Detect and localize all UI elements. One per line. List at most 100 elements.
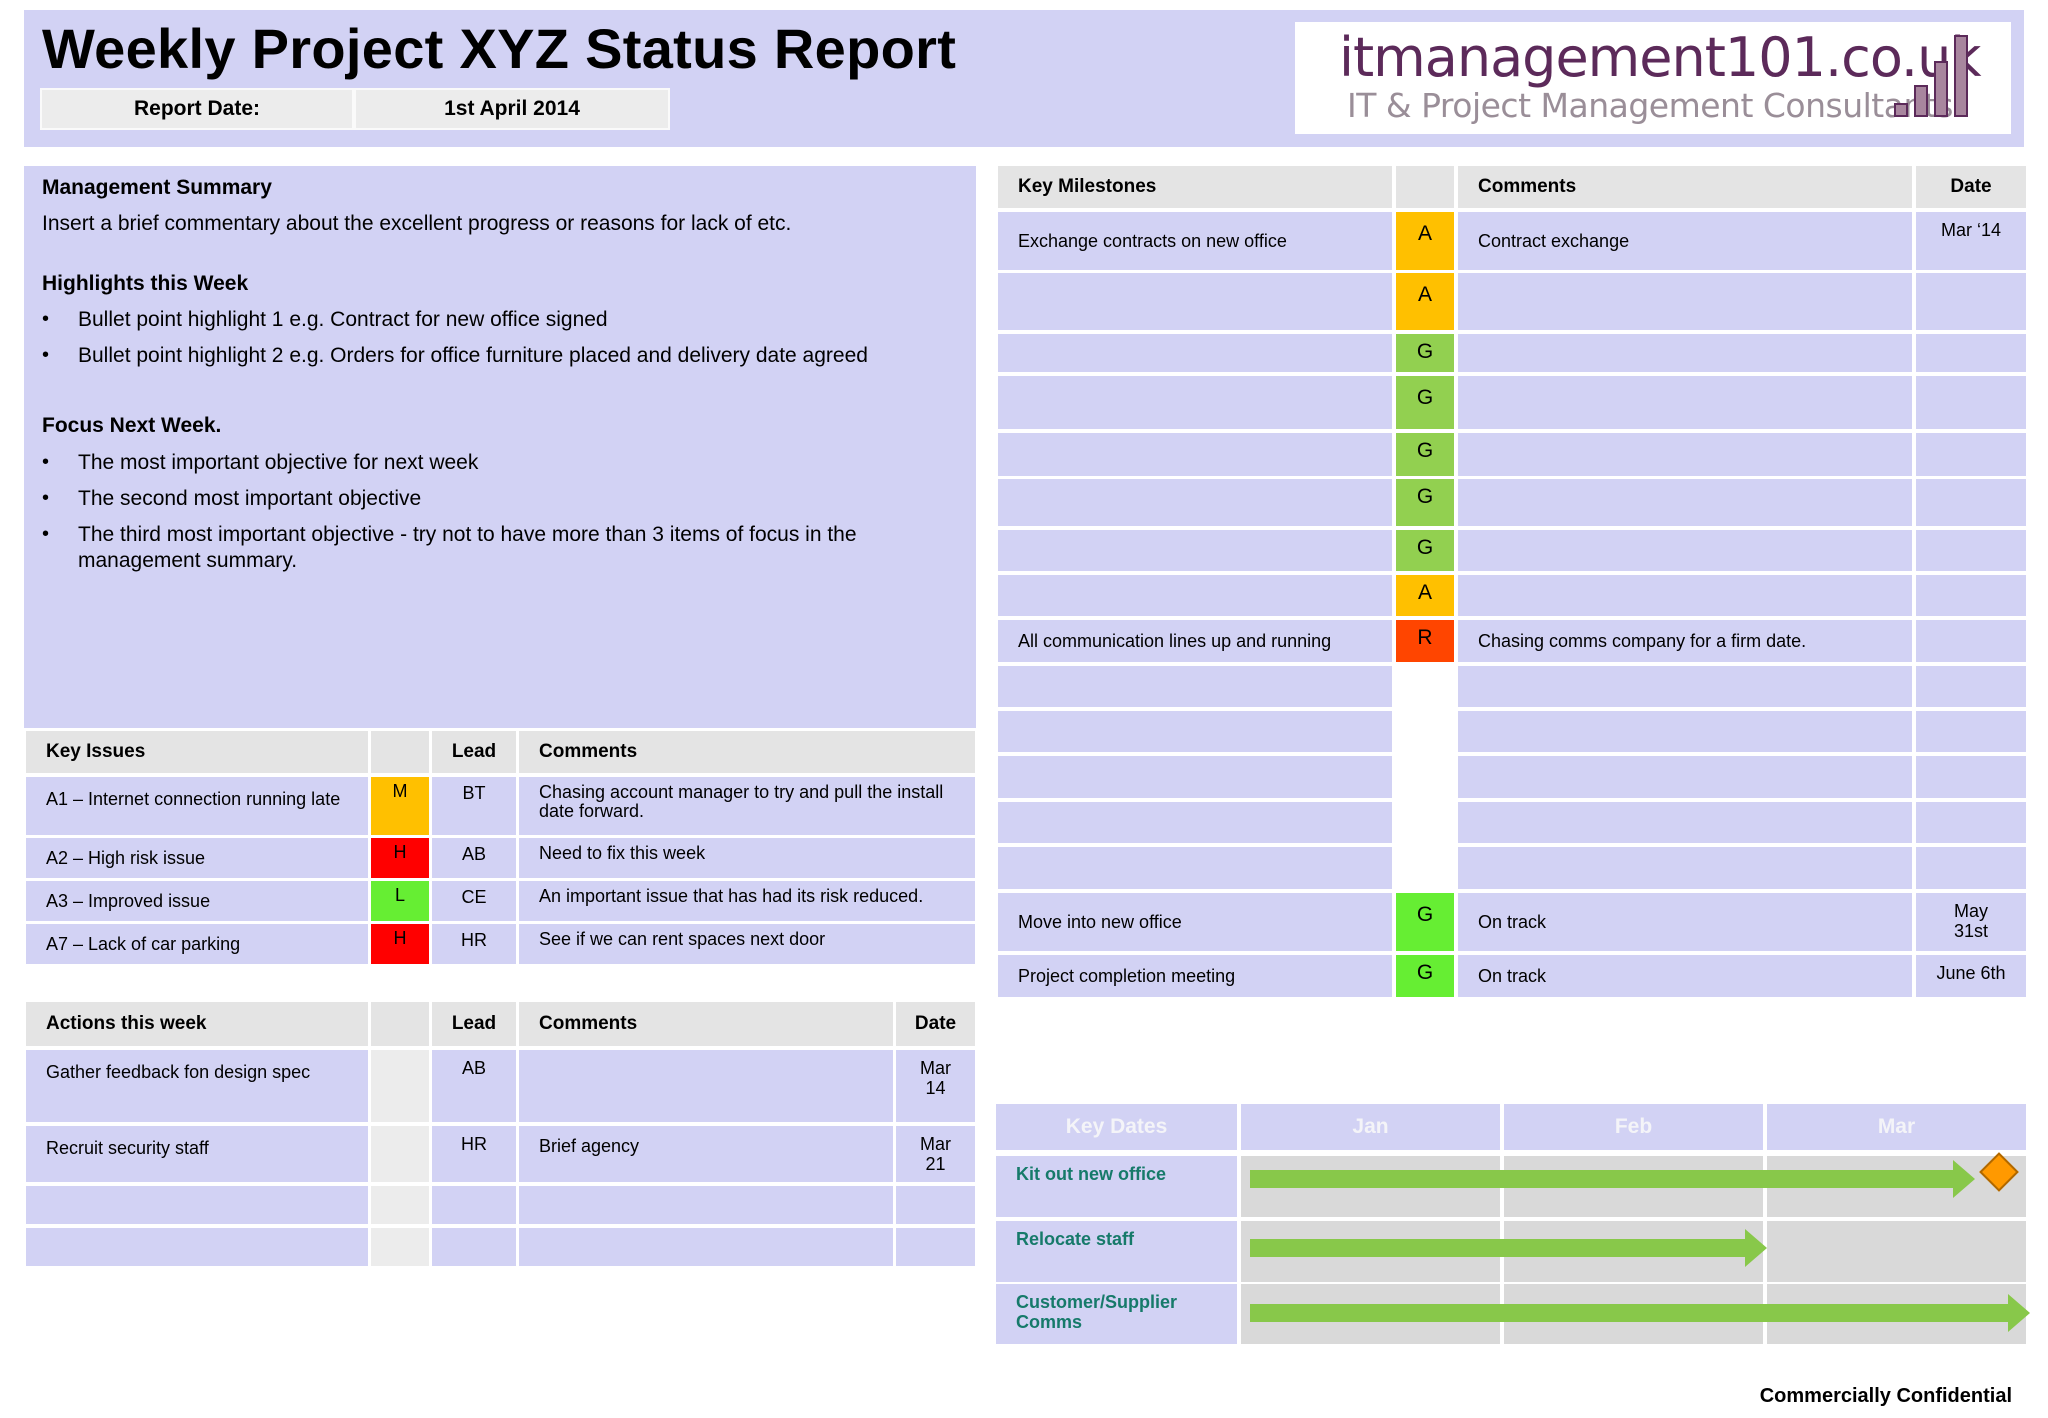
milestone-date-cell [1916, 376, 2026, 429]
focus-heading: Focus Next Week. [42, 414, 222, 437]
milestone-comments-cell: On track [1458, 893, 1912, 951]
report-date-label: Report Date: [40, 88, 354, 130]
action-date-cell: Mar 21 [896, 1126, 975, 1182]
milestone-comments-cell [1458, 479, 1912, 526]
action-date-cell [896, 1186, 975, 1224]
issue-lead-cell: HR [432, 924, 516, 964]
milestones-date-header: Date [1916, 166, 2026, 208]
milestone-rag-cell: G [1396, 955, 1454, 997]
action-date-cell [896, 1228, 975, 1266]
actions-date-header: Date [896, 1002, 975, 1046]
milestone-date-cell [1916, 620, 2026, 662]
milestones-rag-header [1396, 166, 1454, 208]
gantt-arrow-head [1745, 1229, 1767, 1267]
milestone-comments-cell [1458, 334, 1912, 372]
action-cell [26, 1228, 368, 1266]
bullet-icon: • [42, 308, 50, 330]
action-lead-cell [432, 1186, 516, 1224]
milestone-date-cell [1916, 847, 2026, 889]
report-date-value: 1st April 2014 [354, 88, 670, 130]
actions-blank-header [371, 1002, 429, 1046]
key-issues-header: Key Issues [26, 731, 368, 773]
milestone-date-cell [1916, 575, 2026, 616]
milestones-header: Key Milestones [998, 166, 1392, 208]
action-blank-cell [371, 1126, 429, 1182]
issue-comments-cell: Chasing account manager to try and pull … [519, 777, 975, 835]
page-title: Weekly Project XYZ Status Report [42, 17, 957, 80]
gantt-arrow-head [2008, 1294, 2030, 1332]
gantt-bar [1250, 1304, 2008, 1322]
issue-rag-cell: H [371, 924, 429, 964]
bullet-icon: • [42, 523, 50, 545]
key-date-label: Kit out new office [996, 1156, 1237, 1217]
highlights-heading: Highlights this Week [42, 272, 249, 295]
milestone-rag-cell: G [1396, 433, 1454, 476]
key-dates-header-cell: Mar [1767, 1104, 2026, 1150]
milestone-rag-cell [1396, 802, 1454, 843]
issue-lead-cell: BT [432, 777, 516, 835]
milestone-comments-cell: Chasing comms company for a firm date. [1458, 620, 1912, 662]
milestone-cell: Project completion meeting [998, 955, 1392, 997]
milestone-date-cell [1916, 666, 2026, 707]
action-comments-cell [519, 1050, 893, 1122]
issue-cell: A2 – High risk issue [26, 838, 368, 878]
milestone-comments-cell [1458, 847, 1912, 889]
key-date-label: Customer/Supplier Comms [996, 1284, 1237, 1344]
milestone-date-cell [1916, 711, 2026, 752]
issue-comments-cell: Need to fix this week [519, 838, 975, 878]
action-cell: Gather feedback fon design spec [26, 1050, 368, 1122]
milestone-rag-cell [1396, 756, 1454, 798]
milestone-comments-cell [1458, 376, 1912, 429]
milestone-date-cell [1916, 273, 2026, 330]
action-cell: Recruit security staff [26, 1126, 368, 1182]
milestone-date-cell [1916, 479, 2026, 526]
issue-lead-cell: AB [432, 838, 516, 878]
summary-heading: Management Summary [42, 176, 272, 199]
action-comments-cell: Brief agency [519, 1126, 893, 1182]
milestone-date-cell: June 6th [1916, 955, 2026, 997]
milestone-comments-cell: Contract exchange [1458, 212, 1912, 270]
actions-lead-header: Lead [432, 1002, 516, 1046]
key-dates-header-cell: Jan [1241, 1104, 1500, 1150]
milestone-rag-cell [1396, 847, 1454, 889]
focus-item: The third most important objective - try… [78, 523, 857, 572]
action-lead-cell: HR [432, 1126, 516, 1182]
milestone-cell: Move into new office [998, 893, 1392, 951]
summary-text: Insert a brief commentary about the exce… [42, 212, 792, 235]
milestone-rag-cell: G [1396, 376, 1454, 429]
milestone-cell [998, 666, 1392, 707]
milestone-rag-cell [1396, 666, 1454, 707]
milestone-rag-cell: R [1396, 620, 1454, 662]
milestone-comments-cell [1458, 711, 1912, 752]
milestone-cell [998, 273, 1392, 330]
issue-rag-cell: L [371, 881, 429, 921]
milestone-cell [998, 711, 1392, 752]
key-issues-rag-header [371, 731, 429, 773]
milestone-date-cell [1916, 334, 2026, 372]
milestone-cell [998, 802, 1392, 843]
milestone-rag-cell: G [1396, 479, 1454, 526]
gantt-bar [1250, 1170, 1953, 1188]
issue-lead-cell: CE [432, 881, 516, 921]
milestone-cell: Exchange contracts on new office [998, 212, 1392, 270]
milestone-date-cell: Mar ‘14 [1916, 212, 2026, 270]
key-date-label: Relocate staff [996, 1221, 1237, 1282]
bullet-icon: • [42, 487, 50, 509]
focus-item: The most important objective for next we… [78, 451, 479, 474]
milestone-date-cell [1916, 756, 2026, 798]
milestone-comments-cell [1458, 802, 1912, 843]
key-date-grid-cell [1767, 1221, 2026, 1282]
issue-rag-cell: H [371, 838, 429, 878]
action-blank-cell [371, 1228, 429, 1266]
issue-cell: A3 – Improved issue [26, 881, 368, 921]
issue-comments-cell: See if we can rent spaces next door [519, 924, 975, 964]
milestones-comments-header: Comments [1458, 166, 1912, 208]
bar-chart-icon [1894, 35, 1968, 117]
milestone-rag-cell: G [1396, 334, 1454, 372]
bullet-icon: • [42, 451, 50, 473]
milestone-date-cell: May 31st [1916, 893, 2026, 951]
highlight-item: Bullet point highlight 1 e.g. Contract f… [78, 308, 608, 331]
action-blank-cell [371, 1050, 429, 1122]
management-summary-panel [24, 166, 976, 728]
action-cell [26, 1186, 368, 1224]
